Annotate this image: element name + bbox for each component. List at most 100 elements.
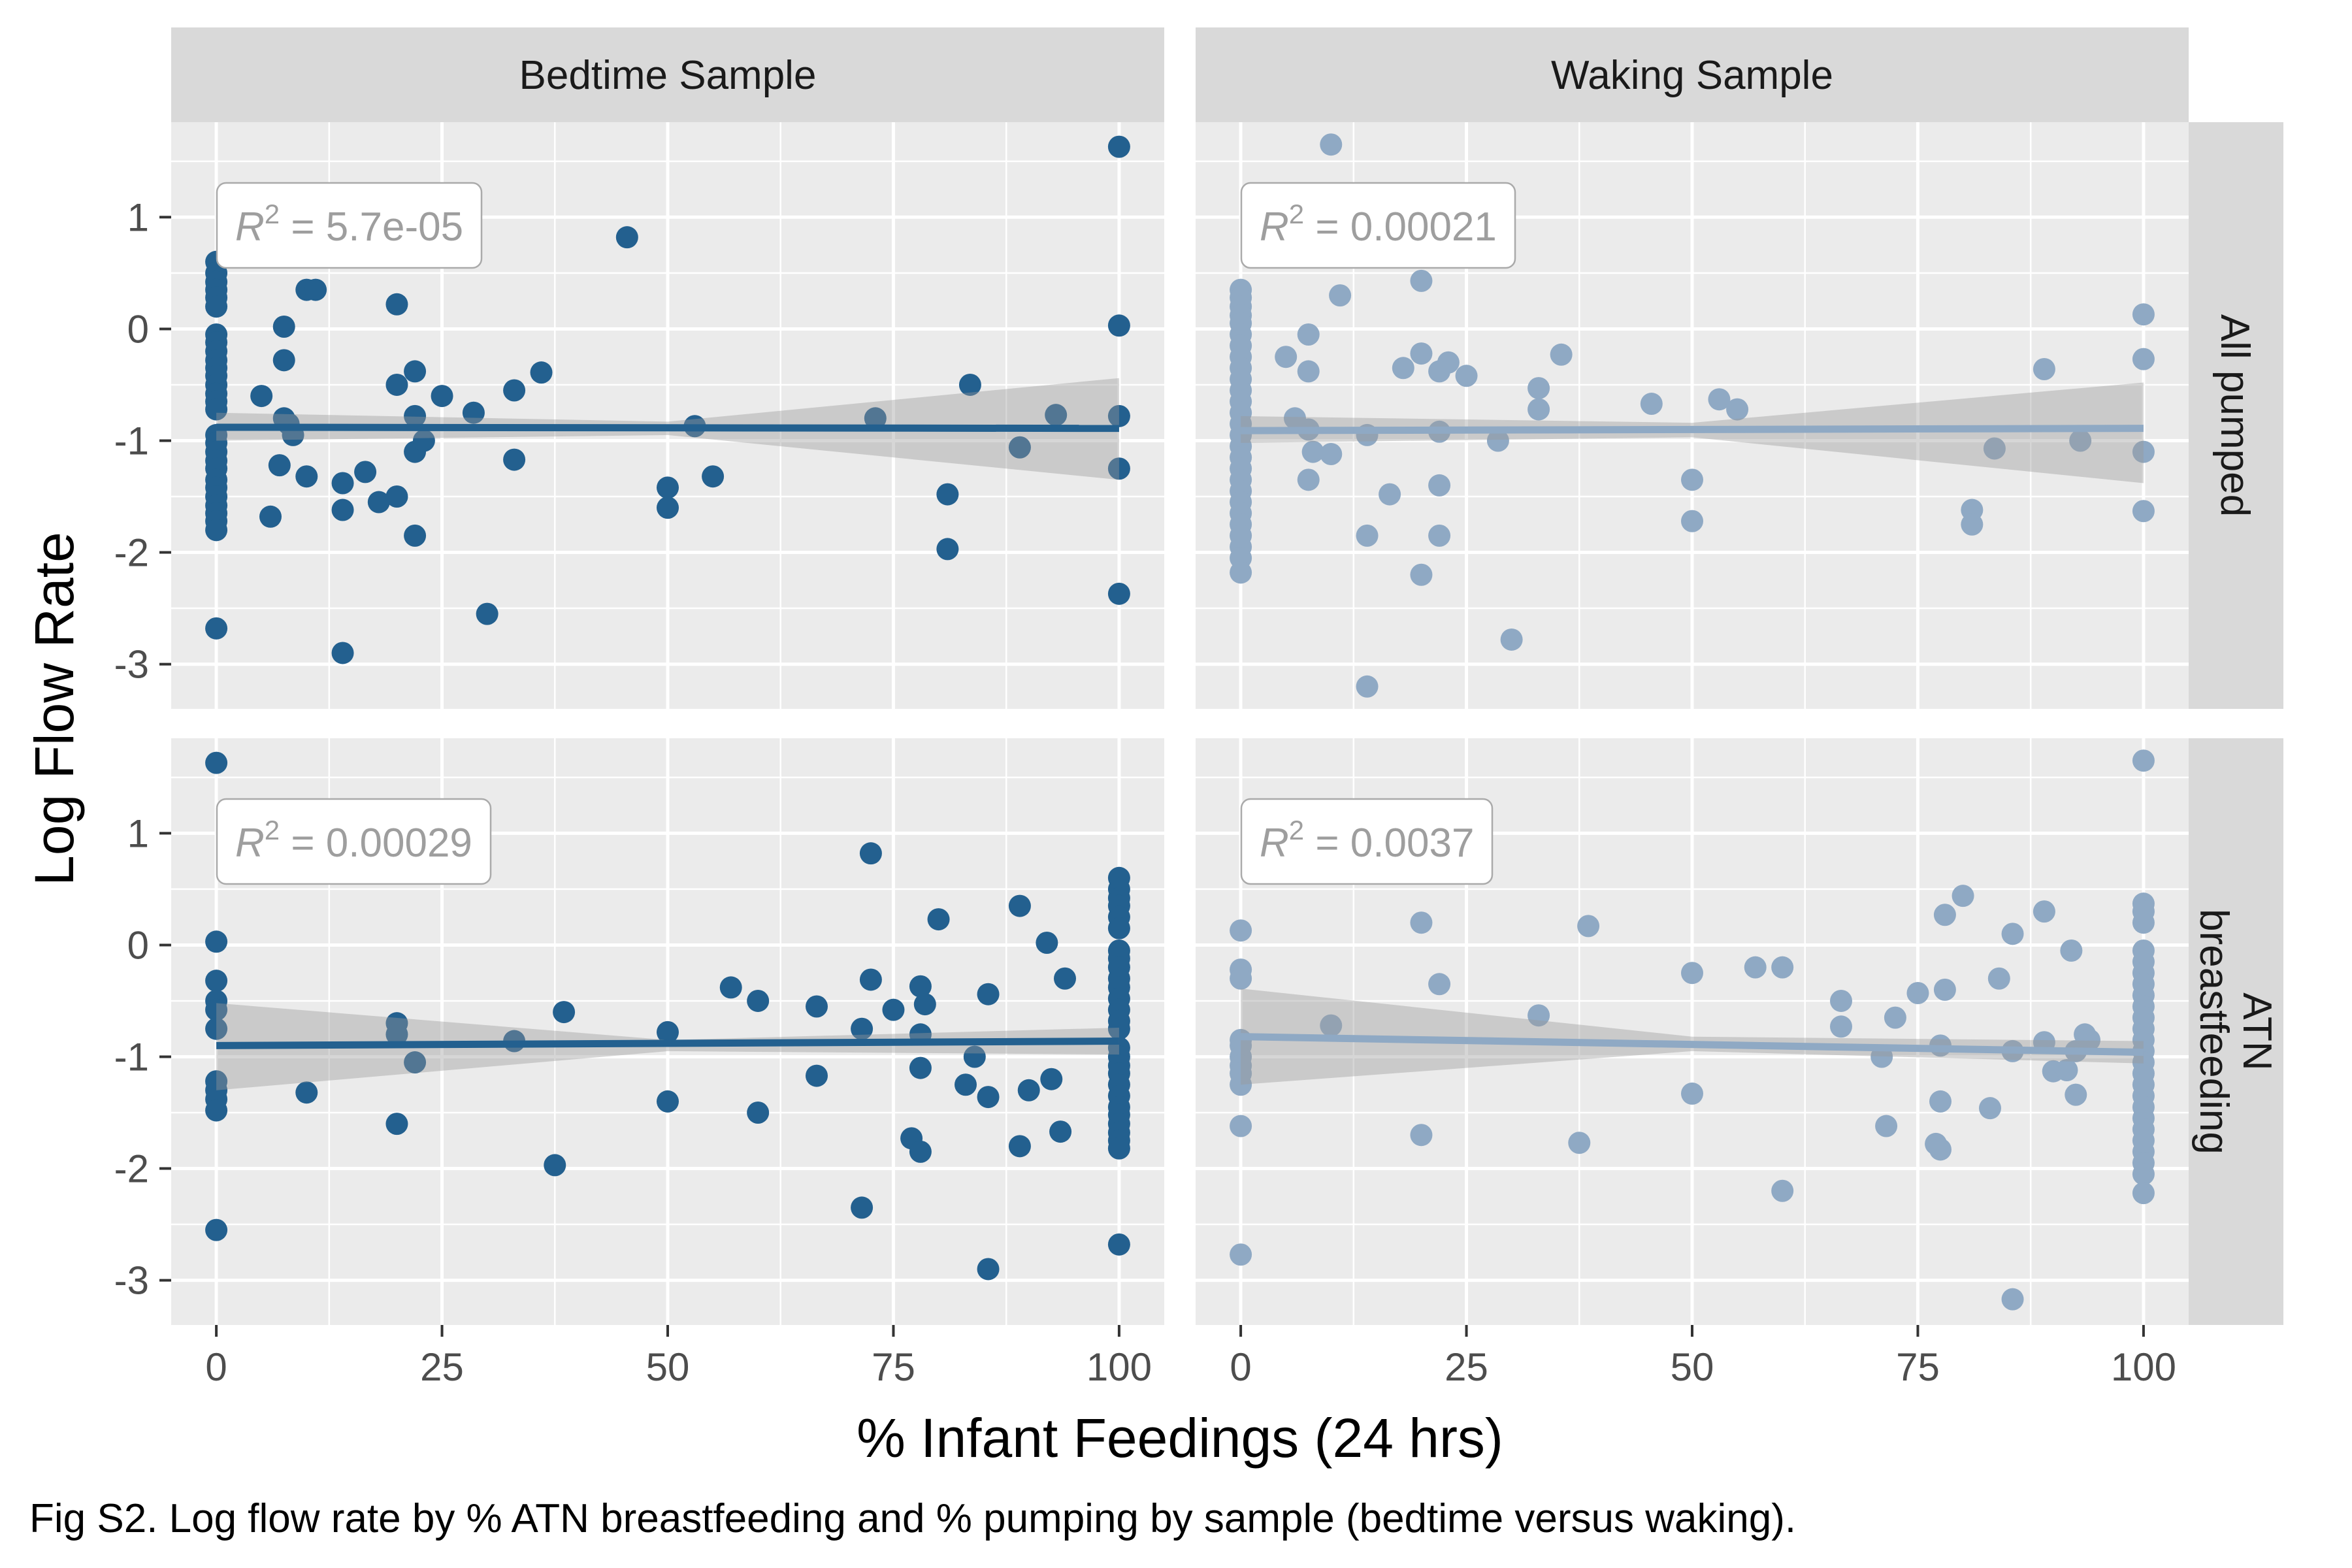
data-point: [530, 361, 553, 384]
r-squared-label: R2 = 0.00021: [1240, 182, 1516, 269]
data-point: [1107, 582, 1130, 605]
data-point: [657, 497, 679, 519]
data-point: [268, 454, 291, 477]
data-point: [657, 1090, 679, 1113]
data-point: [1500, 628, 1523, 651]
data-point: [2078, 1028, 2100, 1051]
y-tick-label: 0: [127, 307, 149, 351]
data-point: [503, 448, 526, 471]
data-point: [1933, 978, 1956, 1001]
r-squared-text: R2 = 0.00021: [1260, 199, 1497, 250]
data-point: [913, 993, 936, 1016]
data-point: [2132, 500, 2155, 523]
data-point: [1410, 269, 1433, 292]
x-tick-label: 75: [872, 1345, 915, 1389]
regression-line: [1240, 1033, 2144, 1056]
data-point: [2060, 939, 2083, 962]
y-tick-label: -2: [114, 1147, 149, 1191]
r-squared-text: R2 = 0.0037: [1260, 815, 1474, 866]
data-point: [2132, 749, 2155, 772]
data-point: [1929, 1090, 1952, 1113]
panel-bedtime-atn-breastfeeding: R2 = 0.00029: [171, 738, 1164, 1325]
data-point: [936, 538, 959, 561]
data-point: [1049, 1120, 1072, 1143]
data-point: [2001, 1288, 2024, 1311]
data-point: [1008, 894, 1031, 917]
data-point: [1410, 1124, 1433, 1147]
data-point: [1726, 398, 1749, 421]
x-tick-label: 100: [1086, 1345, 1152, 1389]
panel-waking-all-pumped: R2 = 0.00021: [1196, 122, 2189, 709]
data-point: [385, 293, 408, 316]
regression-line: [1241, 425, 2144, 434]
data-point: [1568, 1132, 1591, 1154]
data-point: [1410, 911, 1433, 934]
data-point: [2065, 1083, 2087, 1106]
data-point: [1230, 1115, 1252, 1137]
data-point: [354, 461, 377, 483]
y-tick-label: -1: [114, 1035, 149, 1079]
data-point: [205, 930, 228, 953]
row-strip-atn-breastfeeding: ATNbreastfeeding: [2189, 738, 2283, 1325]
r-squared-text: R2 = 5.7e-05: [235, 199, 463, 250]
data-point: [1681, 510, 1703, 532]
data-point: [1107, 135, 1130, 158]
data-point: [205, 751, 228, 774]
data-point: [1320, 133, 1343, 156]
r-squared-box: [1240, 798, 1494, 885]
panel-bedtime-all-pumped: R2 = 5.7e-05: [171, 122, 1164, 709]
data-point: [1230, 561, 1252, 584]
r-squared-label: R2 = 0.0037: [1240, 798, 1494, 885]
row-strip-atn-breastfeeding-label: ATNbreastfeeding: [2191, 909, 2279, 1154]
data-point: [1297, 468, 1320, 491]
data-point: [404, 404, 427, 427]
data-point: [1952, 885, 1974, 907]
data-point: [1045, 404, 1068, 427]
data-point: [1987, 967, 2010, 990]
column-strip-bedtime: Bedtime Sample: [171, 27, 1164, 122]
data-point: [2132, 911, 2155, 934]
data-point: [1455, 365, 1478, 387]
column-strip-waking: Waking Sample: [1196, 27, 2189, 122]
panel-waking-atn-breastfeeding: R2 = 0.0037: [1196, 738, 2189, 1325]
data-point: [1107, 1137, 1130, 1160]
data-point: [1410, 563, 1433, 586]
data-point: [404, 360, 427, 383]
data-point: [385, 485, 408, 508]
row-strip-label-line: ATN: [2234, 992, 2279, 1070]
data-point: [205, 295, 228, 318]
data-point: [205, 617, 228, 640]
column-strip-waking-label: Waking Sample: [1551, 53, 1833, 98]
x-tick-label: 50: [646, 1345, 690, 1389]
r-squared-box: [216, 798, 492, 885]
data-point: [2033, 900, 2055, 923]
data-point: [2001, 923, 2024, 945]
y-axis-title: Log Flow Rate: [24, 532, 85, 886]
data-point: [295, 465, 318, 488]
data-point: [412, 429, 435, 452]
data-point: [1054, 967, 1076, 990]
y-tick-label: -3: [114, 643, 149, 687]
column-strip-bedtime-label: Bedtime Sample: [519, 53, 817, 98]
data-point: [205, 998, 228, 1021]
x-tick-label: 50: [1671, 1345, 1714, 1389]
data-point: [1230, 919, 1252, 942]
data-point: [1550, 343, 1573, 366]
figure-caption: Fig S2. Log flow rate by % ATN breastfee…: [29, 1496, 1796, 1541]
data-point: [615, 226, 638, 249]
data-point: [747, 989, 770, 1012]
data-point: [1681, 962, 1703, 985]
data-point: [367, 491, 390, 514]
data-point: [385, 1113, 408, 1135]
data-point: [1486, 429, 1509, 452]
data-point: [1008, 1135, 1031, 1158]
data-point: [295, 1081, 318, 1104]
x-tick-label: 75: [1896, 1345, 1940, 1389]
data-point: [250, 385, 273, 408]
r-squared-label: R2 = 5.7e-05: [216, 182, 483, 269]
data-point: [719, 976, 742, 999]
regression-line: [216, 423, 1119, 433]
data-point: [205, 970, 228, 992]
data-point: [1527, 377, 1550, 400]
